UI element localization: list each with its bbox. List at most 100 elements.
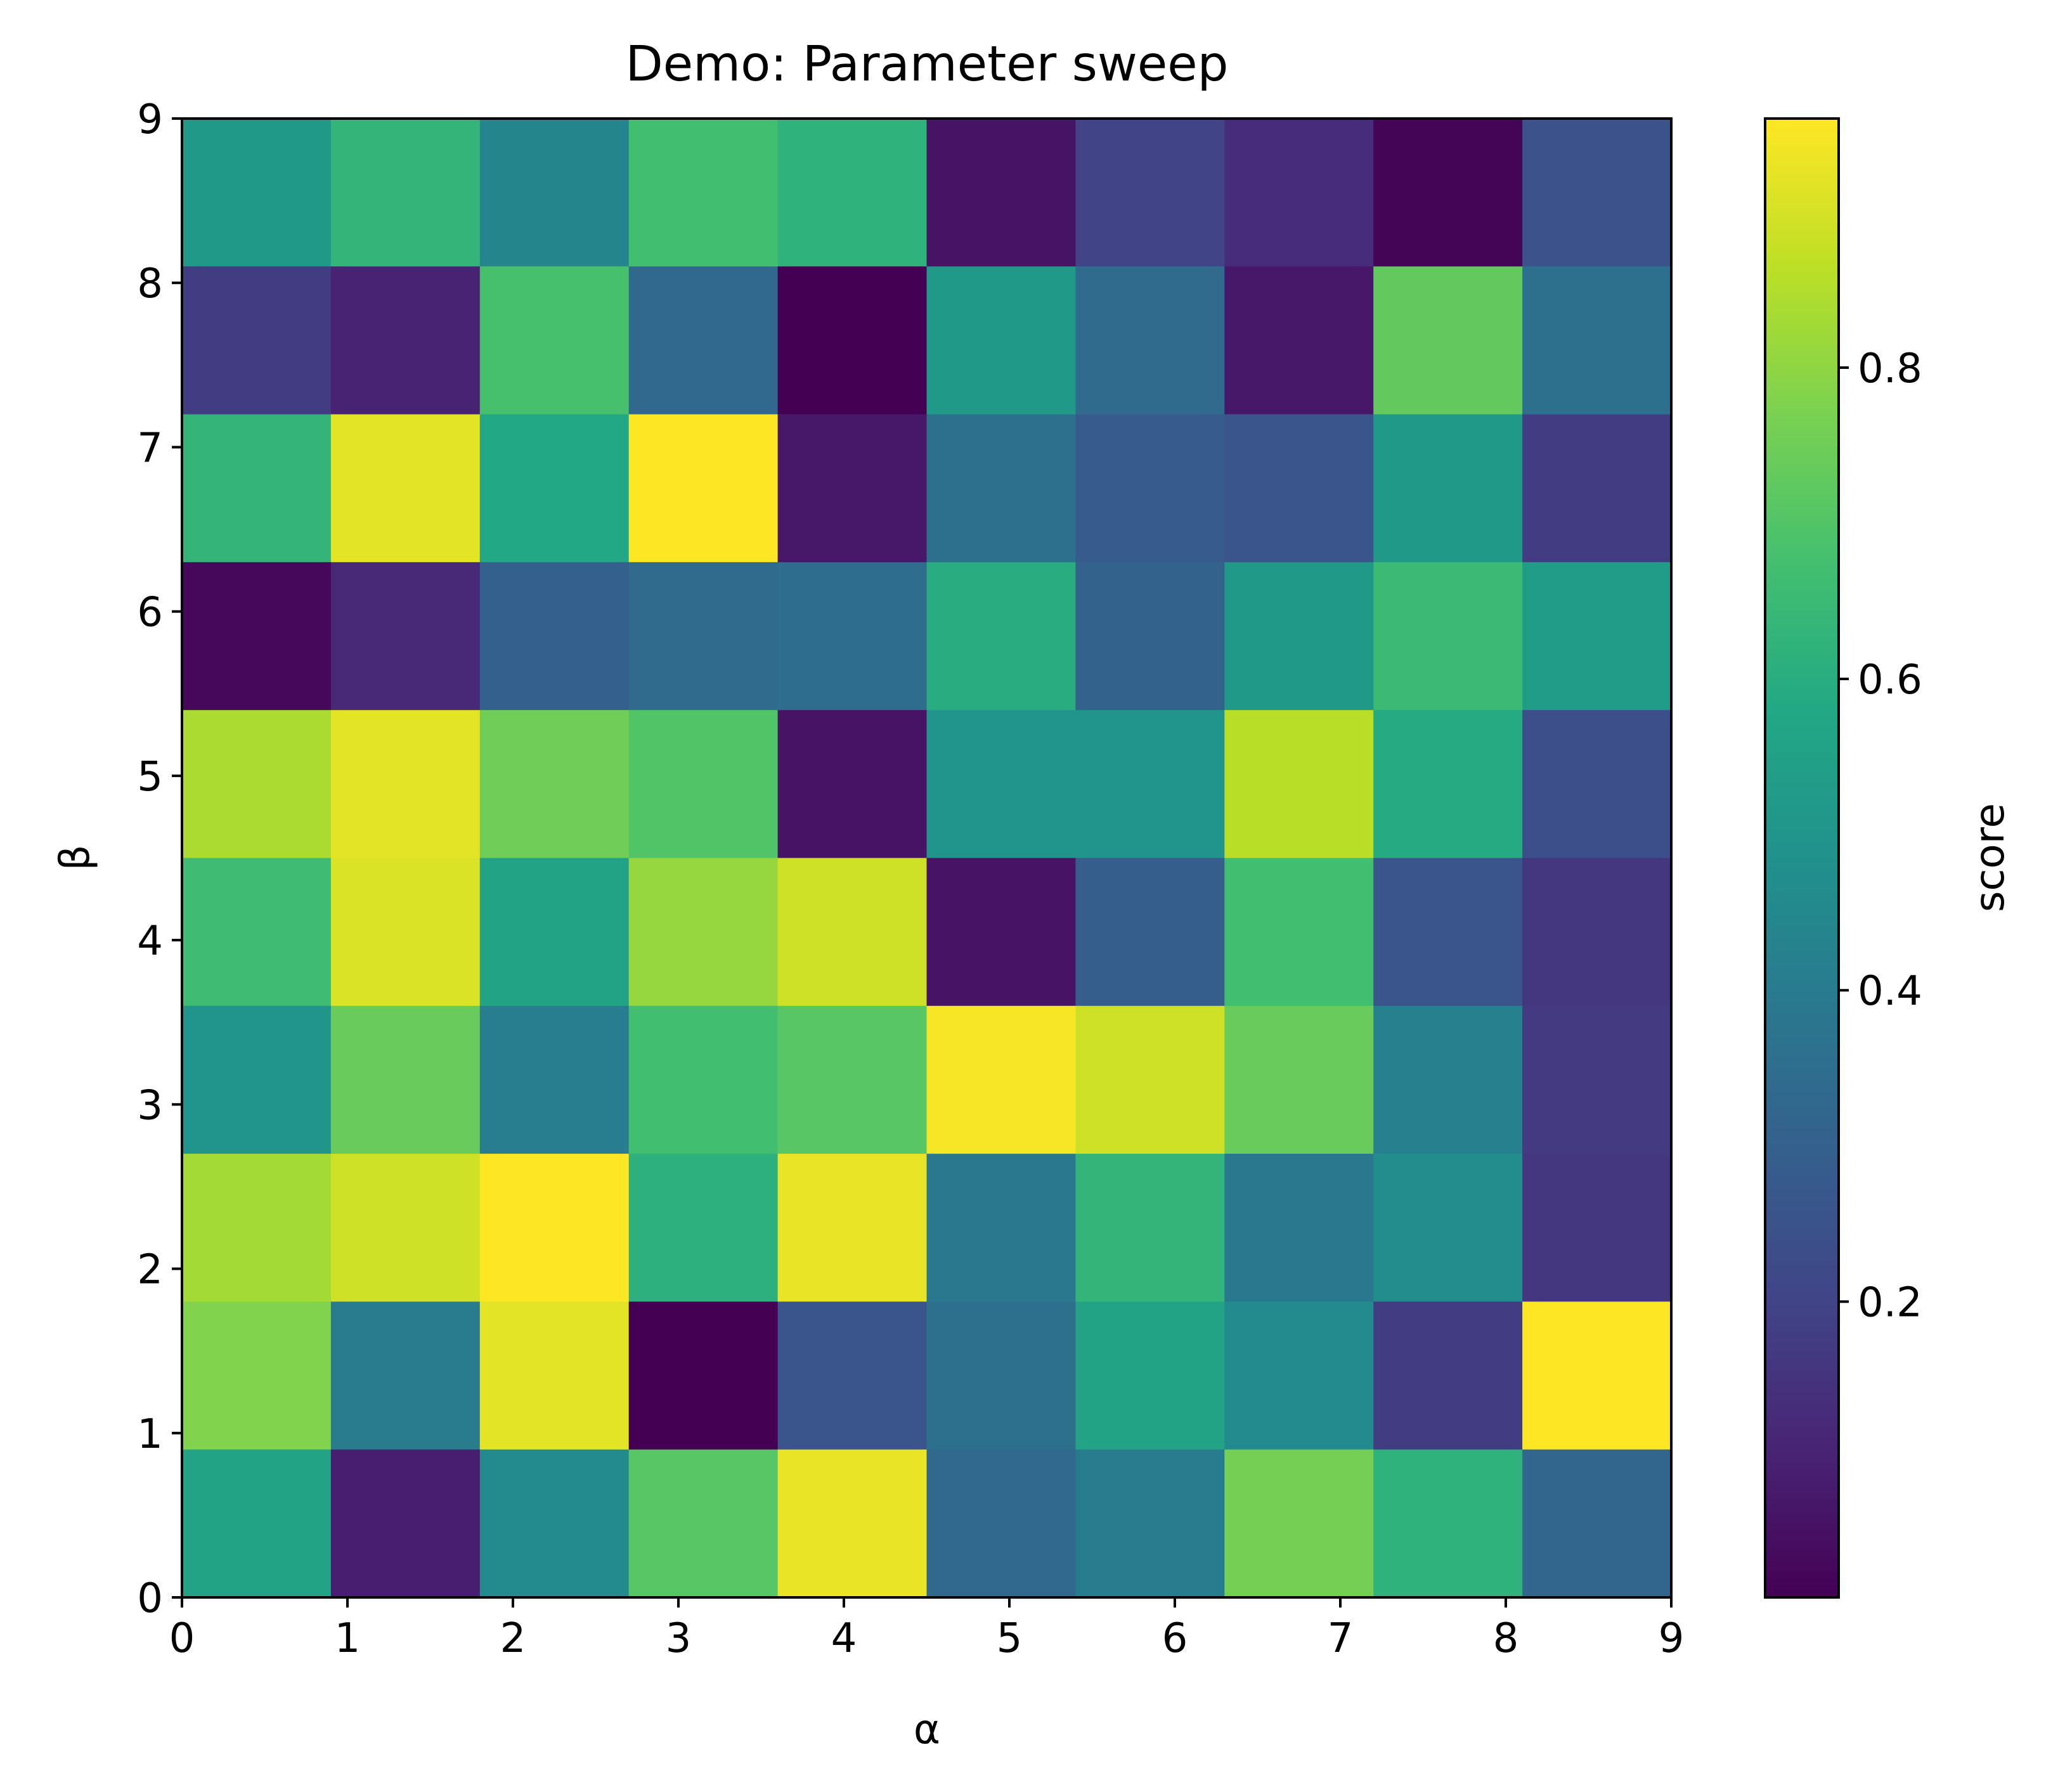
heatmap-cell xyxy=(1224,1301,1374,1450)
colorbar-tick-label: 0.2 xyxy=(1858,1279,1922,1326)
heatmap-cell xyxy=(926,1449,1076,1598)
heatmap-cell xyxy=(1075,1301,1225,1450)
heatmap-cell xyxy=(628,414,779,563)
heatmap-cell xyxy=(1224,1005,1374,1154)
y-tick-label: 0 xyxy=(137,1575,163,1622)
heatmap-cell xyxy=(1075,858,1225,1007)
heatmap-cell xyxy=(330,119,481,267)
heatmap-cell xyxy=(330,266,481,415)
x-tick-label: 9 xyxy=(1659,1615,1685,1662)
heatmap-cell xyxy=(628,1154,779,1302)
heatmap-cell xyxy=(1522,1449,1672,1598)
heatmap-cell xyxy=(182,562,332,711)
x-tick-label: 8 xyxy=(1493,1615,1519,1662)
heatmap-cell xyxy=(330,710,481,859)
heatmap-cell xyxy=(1373,414,1523,563)
heatmap-cell xyxy=(479,858,630,1007)
colorbar xyxy=(1765,119,1839,1597)
heatmap-cell xyxy=(1075,562,1225,711)
y-tick-label: 5 xyxy=(137,754,163,801)
colorbar-tick-label: 0.4 xyxy=(1858,968,1922,1015)
y-tick-label: 6 xyxy=(137,590,163,636)
heatmap-cell xyxy=(777,1301,928,1450)
heatmap-cell xyxy=(628,1301,779,1450)
heatmap-cell xyxy=(777,119,928,267)
heatmap-cell xyxy=(1224,858,1374,1007)
heatmap-cell xyxy=(777,1449,928,1598)
heatmap-cell xyxy=(1522,1005,1672,1154)
heatmap-cell xyxy=(479,710,630,859)
heatmap-cell xyxy=(1075,1154,1225,1302)
heatmap-cell xyxy=(777,414,928,563)
heatmap-cell xyxy=(182,1301,332,1450)
heatmap-cell xyxy=(1373,562,1523,711)
heatmap-cell xyxy=(1075,414,1225,563)
heatmap-cell xyxy=(1075,119,1225,267)
heatmap-cell xyxy=(330,1301,481,1450)
heatmap-cell xyxy=(1224,119,1374,267)
heatmap-cell xyxy=(777,1154,928,1302)
heatmap-cell xyxy=(1075,266,1225,415)
heatmap-cell xyxy=(777,858,928,1007)
heatmap-cell xyxy=(926,858,1076,1007)
heatmap-cell xyxy=(1373,1154,1523,1302)
heatmap-cell xyxy=(1522,266,1672,415)
y-tick-label: 4 xyxy=(137,918,163,965)
heatmap-cell xyxy=(1224,266,1374,415)
heatmap-cell xyxy=(330,1154,481,1302)
heatmap-cell xyxy=(777,266,928,415)
colorbar-tick-label: 0.8 xyxy=(1858,345,1922,392)
x-tick-label: 6 xyxy=(1162,1615,1188,1662)
x-tick-label: 0 xyxy=(169,1615,195,1662)
heatmap-cell xyxy=(628,119,779,267)
heatmap-cell xyxy=(479,1154,630,1302)
heatmap-cell xyxy=(926,1154,1076,1302)
heatmap-cell xyxy=(330,414,481,563)
heatmap-cell xyxy=(330,1449,481,1598)
heatmap-cell xyxy=(1075,1449,1225,1598)
colorbar-label: score xyxy=(1967,803,2014,912)
heatmap-cell xyxy=(926,562,1076,711)
heatmap-cell xyxy=(1522,710,1672,859)
heatmap-cell xyxy=(182,266,332,415)
y-tick-label: 1 xyxy=(137,1411,163,1458)
heatmap-cell xyxy=(479,562,630,711)
heatmap-cell xyxy=(1522,414,1672,563)
heatmap-cell xyxy=(330,858,481,1007)
heatmap-cell xyxy=(1373,1301,1523,1450)
x-tick-label: 3 xyxy=(666,1615,692,1662)
colorbar-ticks: 0.2 0.4 0.6 0.8 xyxy=(1839,345,1922,1326)
heatmap-cell xyxy=(1522,858,1672,1007)
heatmap-cell xyxy=(479,266,630,415)
x-axis-ticks: 0 1 2 3 4 5 6 7 8 9 xyxy=(169,1597,1685,1662)
y-axis-label: β xyxy=(52,845,99,871)
heatmap-cell xyxy=(926,414,1076,563)
heatmap-cell xyxy=(926,710,1076,859)
plot-frame xyxy=(181,117,1673,1599)
x-tick-label: 7 xyxy=(1328,1615,1354,1662)
heatmap-cell xyxy=(777,562,928,711)
heatmap-cell xyxy=(1373,266,1523,415)
heatmap-cell xyxy=(1373,119,1523,267)
heatmap-cell xyxy=(1373,1449,1523,1598)
heatmap-cell xyxy=(479,1449,630,1598)
colorbar-tick-label: 0.6 xyxy=(1858,657,1922,704)
y-axis-ticks: 0 1 2 3 4 5 6 7 8 9 xyxy=(137,96,182,1622)
heatmap-cells xyxy=(182,119,1672,1598)
heatmap-cell xyxy=(1224,562,1374,711)
heatmap-cell xyxy=(628,858,779,1007)
heatmap-cell xyxy=(926,1301,1076,1450)
heatmap-cell xyxy=(330,562,481,711)
x-tick-label: 2 xyxy=(500,1615,526,1662)
heatmap-cell xyxy=(479,119,630,267)
heatmap-cell xyxy=(182,414,332,563)
heatmap-cell xyxy=(182,710,332,859)
heatmap-cell xyxy=(628,1449,779,1598)
heatmap-cell xyxy=(926,266,1076,415)
heatmap-cell xyxy=(330,1005,481,1154)
heatmap-cell xyxy=(479,1005,630,1154)
heatmap-cell xyxy=(1522,562,1672,711)
heatmap-cell xyxy=(1224,710,1374,859)
heatmap-cell xyxy=(1075,1005,1225,1154)
